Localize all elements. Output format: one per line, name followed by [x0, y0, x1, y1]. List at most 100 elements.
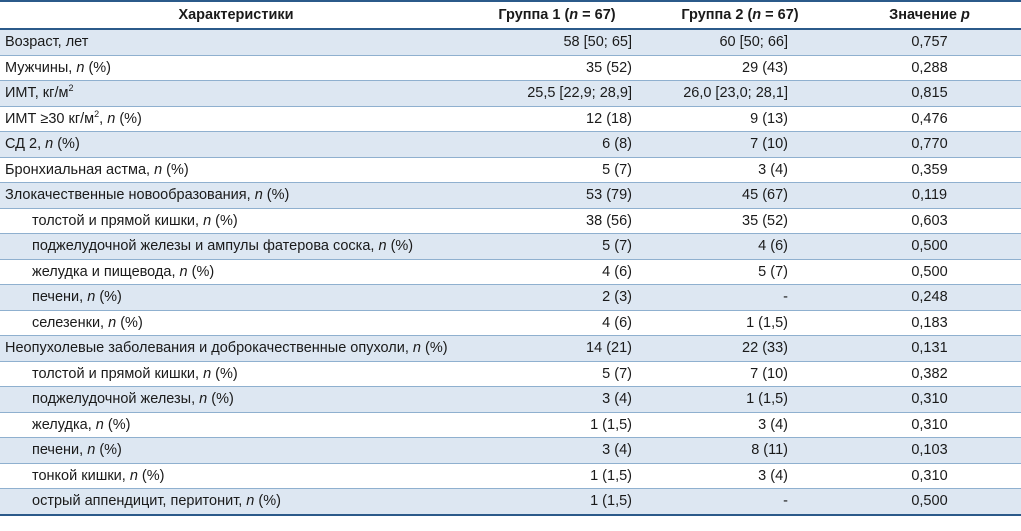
label-text: желудка, — [32, 416, 96, 433]
label-superscript: 2 — [68, 83, 74, 94]
group-2-value: - — [642, 284, 838, 311]
characteristics-table: Характеристики Группа 1 (n = 67) Группа … — [0, 0, 1021, 516]
group-1-value: 5 (7) — [472, 233, 642, 260]
group-2-value: 4 (6) — [642, 233, 838, 260]
p-value: 0,770 — [838, 131, 1021, 158]
group-1-value: 4 (6) — [472, 310, 642, 336]
p-value: 0,476 — [838, 106, 1021, 132]
table-row: СД 2, n (%) 6 (8) 7 (10) 0,770 — [0, 131, 1021, 158]
header-row: Характеристики Группа 1 (n = 67) Группа … — [0, 0, 1021, 30]
group-1-value: 1 (1,5) — [472, 412, 642, 438]
group-2-value: - — [642, 488, 838, 516]
p-value: 0,310 — [838, 386, 1021, 413]
group-1-value: 1 (1,5) — [472, 488, 642, 516]
table-row: ИМТ ≥30 кг/м2, n (%) 12 (18) 9 (13) 0,476 — [0, 106, 1021, 132]
group-2-value: 9 (13) — [642, 106, 838, 132]
group-2-value: 7 (10) — [642, 131, 838, 158]
p-value: 0,815 — [838, 80, 1021, 107]
group-2-value: 29 (43) — [642, 55, 838, 81]
p-value: 0,288 — [838, 55, 1021, 81]
table-row: печени, n (%) 2 (3) -0,248 — [0, 284, 1021, 311]
label-percent: (%) — [421, 340, 448, 357]
row-characteristic: поджелудочной железы и ампулы фатерова с… — [0, 233, 472, 260]
label-n-symbol: n — [45, 136, 54, 153]
row-characteristic: печени, n (%) — [0, 437, 472, 464]
label-text: Злокачественные новообразования, — [5, 187, 255, 204]
table-row: острый аппендицит, перитонит, n (%) 1 (1,… — [0, 488, 1021, 516]
p-value: 0,131 — [838, 335, 1021, 362]
group-1-value: 35 (52) — [472, 55, 642, 81]
p-value: 0,119 — [838, 182, 1021, 209]
label-percent: (%) — [84, 59, 112, 76]
group-2-value: 5 (7) — [642, 259, 838, 285]
label-percent: (%) — [187, 263, 215, 280]
p-value: 0,603 — [838, 208, 1021, 234]
p-value: 0,382 — [838, 361, 1021, 387]
label-percent: (%) — [211, 212, 238, 229]
label-text: ИМТ ≥30 кг/м — [5, 110, 95, 127]
p-value: 0,500 — [838, 233, 1021, 260]
label-text: толстой и прямой кишки, — [32, 212, 204, 229]
group-2-value: 35 (52) — [642, 208, 838, 234]
group-2-value: 26,0 [23,0; 28,1] — [642, 80, 838, 107]
table-row: поджелудочной железы, n (%) 3 (4) 1 (1,5) 0… — [0, 386, 1021, 413]
label-percent: (%) — [53, 136, 80, 153]
label-n-symbol: n — [378, 238, 387, 255]
label-text: острый аппендицит, перитонит, — [32, 493, 247, 510]
header-characteristics: Характеристики — [0, 0, 472, 30]
label-n-symbol: n — [76, 59, 85, 76]
group-1-value: 3 (4) — [472, 437, 642, 464]
group-1-value: 5 (7) — [472, 157, 642, 183]
label-text: ИМТ, кг/м — [5, 85, 69, 102]
group-2-value: 3 (4) — [642, 463, 838, 489]
table-row: Бронхиальная астма, n (%) 5 (7) 3 (4) 0,359 — [0, 157, 1021, 183]
table-row: селезенки, n (%) 4 (6) 1 (1,5) 0,183 — [0, 310, 1021, 336]
label-n-symbol: n — [107, 110, 116, 127]
label-percent: (%) — [95, 289, 122, 306]
row-characteristic: ИМТ ≥30 кг/м2, n (%) — [0, 106, 472, 132]
label-text: тонкой кишки, — [32, 467, 130, 484]
label-text: Возраст, лет — [5, 34, 89, 51]
label-n-symbol: n — [154, 161, 163, 178]
label-text: печени, — [32, 289, 88, 306]
row-characteristic: селезенки, n (%) — [0, 310, 472, 336]
group-2-value: 1 (1,5) — [642, 386, 838, 413]
table-row: Мужчины, n (%) 35 (52) 29 (43) 0,288 — [0, 55, 1021, 81]
label-percent: (%) — [262, 187, 290, 204]
label-text: СД 2, — [5, 136, 46, 153]
label-percent: (%) — [211, 365, 238, 382]
label-n-symbol: n — [179, 263, 188, 280]
label-n-symbol: n — [129, 467, 138, 484]
row-characteristic: Возраст, лет — [0, 29, 472, 56]
row-characteristic: Бронхиальная астма, n (%) — [0, 157, 472, 183]
label-percent: (%) — [254, 493, 281, 510]
group-1-value: 2 (3) — [472, 284, 642, 311]
label-percent: (%) — [162, 161, 189, 178]
label-text: поджелудочной железы и ампулы фатерова с… — [32, 238, 379, 255]
row-characteristic: печени, n (%) — [0, 284, 472, 311]
label-text: селезенки, — [32, 314, 109, 331]
p-value: 0,757 — [838, 29, 1021, 56]
label-percent: (%) — [116, 314, 143, 331]
header-p-value: Значение p — [838, 0, 1021, 30]
table-row: Злокачественные новообразования, n (%) 53… — [0, 182, 1021, 209]
table-body: Возраст, лет 58 [50; 65] 60 [50; 66] 0,757 М… — [0, 29, 1021, 516]
p-value: 0,183 — [838, 310, 1021, 336]
table-row: печени, n (%) 3 (4) 8 (11) 0,103 — [0, 437, 1021, 464]
header-group-1: Группа 1 (n = 67) — [472, 0, 642, 30]
group-2-value: 1 (1,5) — [642, 310, 838, 336]
label-text: поджелудочной железы, — [32, 391, 200, 408]
table-row: Неопухолевые заболевания и доброкачестве… — [0, 335, 1021, 362]
label-percent: (%) — [115, 110, 142, 127]
label-n-symbol: n — [87, 442, 96, 459]
label-n-symbol: n — [95, 416, 104, 433]
table-row: ИМТ, кг/м2 25,5 [22,9; 28,9] 26,0 [23,0; 2… — [0, 80, 1021, 107]
group-2-value: 7 (10) — [642, 361, 838, 387]
table-row: толстой и прямой кишки, n (%) 38 (56) 35 (… — [0, 208, 1021, 234]
group-1-value: 1 (1,5) — [472, 463, 642, 489]
p-value: 0,359 — [838, 157, 1021, 183]
label-text: Бронхиальная астма, — [5, 161, 155, 178]
row-characteristic: тонкой кишки, n (%) — [0, 463, 472, 489]
label-text: Неопухолевые заболевания и доброкачестве… — [5, 340, 413, 357]
label-n-symbol: n — [87, 289, 96, 306]
